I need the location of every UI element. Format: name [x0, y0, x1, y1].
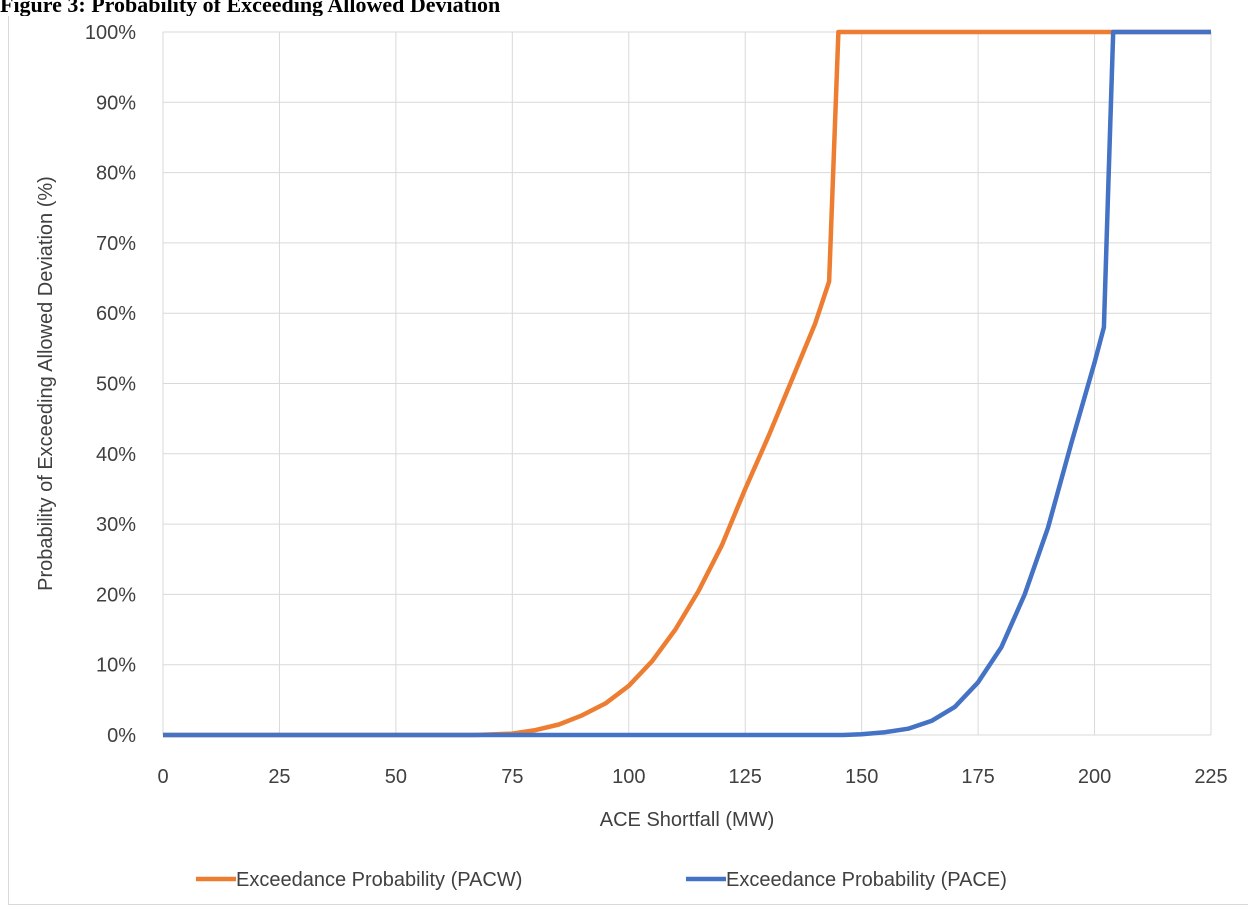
x-tick-label: 200: [1078, 766, 1111, 788]
grid-lines: [162, 31, 1212, 736]
y-tick-labels: 0% 10% 20% 30% 40% 50% 60% 70% 80% 90% 100%: [85, 22, 136, 747]
y-tick-label: 40%: [96, 444, 136, 466]
x-tick-labels: 0 25 50 75 100 125 150 175 200 225: [157, 766, 1227, 788]
x-axis-title: ACE Shortfall (MW): [600, 809, 774, 831]
y-tick-label: 20%: [96, 584, 136, 606]
series-line-pacw: [163, 29, 1211, 738]
x-tick-label: 100: [612, 766, 645, 788]
chart-frame: [8, 16, 1248, 905]
figure-caption: Figure 3: Probability of Exceeding Allow…: [0, 0, 501, 16]
x-tick-label: 225: [1194, 766, 1227, 788]
y-tick-label: 90%: [96, 92, 136, 114]
y-tick-label: 60%: [96, 303, 136, 325]
y-tick-label: 100%: [85, 22, 136, 44]
legend-label-pacw: Exceedance Probability (PACW): [236, 869, 522, 891]
x-tick-label: 175: [961, 766, 994, 788]
legend-label-pace: Exceedance Probability (PACE): [726, 869, 1007, 891]
x-tick-label: 125: [729, 766, 762, 788]
series-line-pace: [163, 29, 1211, 738]
y-tick-label: 50%: [96, 374, 136, 396]
y-tick-label: 30%: [96, 514, 136, 536]
x-tick-label: 75: [501, 766, 523, 788]
legend: Exceedance Probability (PACW) Exceedance …: [196, 869, 1007, 891]
y-tick-label: 80%: [96, 163, 136, 185]
y-tick-label: 0%: [107, 725, 136, 747]
x-tick-label: 150: [845, 766, 878, 788]
y-axis-title: Probability of Exceeding Allowed Deviati…: [35, 176, 57, 591]
y-tick-label: 70%: [96, 233, 136, 255]
y-tick-label: 10%: [96, 655, 136, 677]
x-tick-label: 25: [268, 766, 290, 788]
x-tick-label: 50: [385, 766, 407, 788]
x-tick-label: 0: [157, 766, 168, 788]
series-lines: [163, 29, 1211, 738]
